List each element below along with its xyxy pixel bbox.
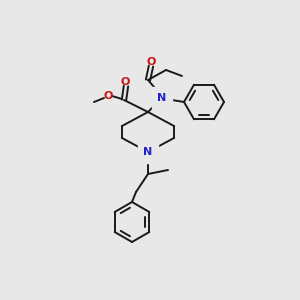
Text: N: N — [143, 147, 153, 157]
Text: N: N — [158, 93, 166, 103]
Text: O: O — [103, 91, 113, 101]
Text: O: O — [146, 57, 156, 67]
Text: O: O — [120, 77, 130, 87]
